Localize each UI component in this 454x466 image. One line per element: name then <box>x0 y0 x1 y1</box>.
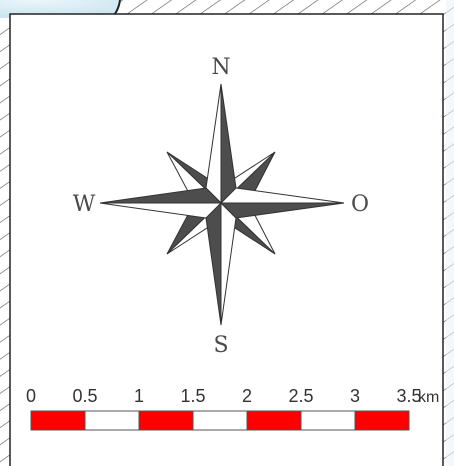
scale-bar-segment <box>246 410 302 431</box>
compass-label-west: W <box>73 192 96 217</box>
scale-bar-tick-label: 0.5 <box>72 386 97 406</box>
compass-rose: N S W O <box>73 55 369 358</box>
scale-bar-tick-label: 0 <box>26 386 36 406</box>
scale-bar-segment <box>354 410 410 431</box>
compass-label-east: O <box>351 192 369 217</box>
scale-bar-unit: km <box>418 389 439 406</box>
scale-bar-segment <box>192 410 248 431</box>
scale-bar-ticks: 0 0.5 1 1.5 2 2.5 3 3.5 <box>26 386 422 406</box>
scale-bar-tick-label: 1 <box>134 386 144 406</box>
scale-bar-segment <box>300 410 356 431</box>
scale-bar-segment <box>138 410 194 431</box>
compass-label-north: N <box>211 55 230 80</box>
scale-bar-tick-label: 3 <box>350 386 360 406</box>
scale-bar-tick-label: 3.5 <box>396 386 421 406</box>
compass-label-south: S <box>213 333 228 358</box>
scale-bar-tick-label: 1.5 <box>180 386 205 406</box>
scale-bar-segments <box>30 410 410 431</box>
scale-bar-segment <box>84 410 140 431</box>
scale-bar-tick-label: 2.5 <box>288 386 313 406</box>
scale-bar: 0 0.5 1 1.5 2 2.5 3 3.5 km <box>26 386 439 431</box>
scale-bar-segment <box>30 410 86 431</box>
rose-point-e-light <box>219 187 345 204</box>
scale-bar-tick-label: 2 <box>242 386 252 406</box>
right-water-fringe <box>446 0 454 466</box>
rose-point-w-light <box>99 202 223 219</box>
